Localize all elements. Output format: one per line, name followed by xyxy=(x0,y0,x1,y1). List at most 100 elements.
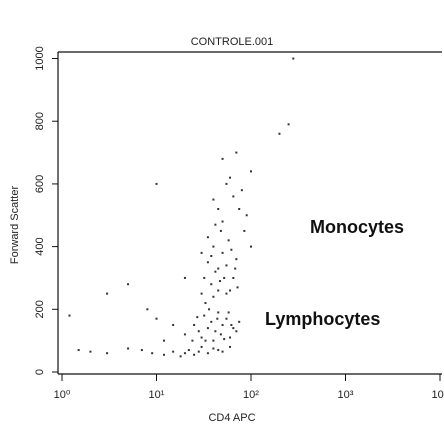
point xyxy=(217,207,220,210)
point xyxy=(212,245,215,248)
point xyxy=(214,270,217,273)
point xyxy=(235,258,238,261)
y-axis-label: Forward Scatter xyxy=(9,186,21,265)
point xyxy=(292,57,295,60)
y-tick-label: 200 xyxy=(34,300,46,318)
point xyxy=(217,289,220,292)
point xyxy=(214,223,217,226)
point xyxy=(200,292,203,295)
point xyxy=(172,350,175,353)
point xyxy=(216,317,219,320)
point xyxy=(212,295,215,298)
point xyxy=(77,349,80,352)
point xyxy=(230,323,233,326)
point xyxy=(193,353,196,356)
point xyxy=(162,353,165,356)
point xyxy=(200,345,203,348)
point xyxy=(229,289,232,292)
point xyxy=(197,330,200,333)
y-tick-label: 400 xyxy=(34,237,46,255)
point xyxy=(235,330,238,333)
point xyxy=(250,245,252,248)
y-tick-label: 800 xyxy=(34,112,46,130)
point xyxy=(203,276,206,279)
point xyxy=(232,276,235,279)
point xyxy=(221,323,224,326)
x-tick-label: 10² xyxy=(243,389,259,401)
point xyxy=(219,333,222,336)
point xyxy=(243,229,246,232)
point xyxy=(206,352,209,355)
point xyxy=(221,350,224,353)
point xyxy=(155,182,158,185)
point xyxy=(89,350,92,353)
point xyxy=(151,352,154,355)
point xyxy=(206,327,209,330)
y-tick-label: 1000 xyxy=(34,46,46,70)
point xyxy=(245,214,248,217)
point xyxy=(217,311,220,314)
point xyxy=(225,317,228,320)
point xyxy=(106,292,109,295)
point xyxy=(200,251,203,254)
point xyxy=(225,182,228,185)
y-tick-label: 0 xyxy=(34,369,46,375)
point xyxy=(238,320,241,323)
point xyxy=(221,220,224,223)
point xyxy=(221,157,224,160)
point xyxy=(193,323,196,326)
point xyxy=(219,229,222,232)
point xyxy=(127,283,130,286)
point xyxy=(225,292,228,295)
point xyxy=(232,327,235,330)
point xyxy=(212,339,215,342)
x-tick-label: 10¹ xyxy=(149,389,165,401)
point xyxy=(172,323,175,326)
point xyxy=(146,308,149,311)
point xyxy=(229,345,232,348)
point xyxy=(206,261,209,264)
point xyxy=(238,207,241,210)
point xyxy=(187,349,190,352)
point xyxy=(240,189,243,192)
x-tick-label: 10⁰ xyxy=(54,389,71,401)
point xyxy=(278,132,281,135)
point xyxy=(234,267,237,270)
point xyxy=(212,198,215,201)
point xyxy=(183,333,186,336)
chart-title: CONTROLE.001 xyxy=(191,36,274,48)
point xyxy=(212,347,215,350)
point xyxy=(232,195,235,198)
point xyxy=(203,314,206,317)
point xyxy=(106,352,109,355)
y-tick-label: 600 xyxy=(34,175,46,193)
point xyxy=(250,170,252,173)
point xyxy=(229,336,232,339)
point xyxy=(206,236,209,239)
point xyxy=(223,338,226,341)
point xyxy=(204,339,207,342)
point xyxy=(221,251,224,254)
x-tick-label: 10³ xyxy=(338,389,354,401)
point xyxy=(229,176,232,179)
point xyxy=(208,308,211,311)
point xyxy=(236,286,239,289)
point xyxy=(140,349,143,352)
point xyxy=(287,123,290,126)
point xyxy=(217,349,220,352)
point xyxy=(235,151,238,154)
point xyxy=(191,339,194,342)
point xyxy=(127,347,130,350)
point xyxy=(204,302,207,305)
point xyxy=(179,355,182,358)
point xyxy=(183,276,186,279)
x-tick-label: 10⁴ xyxy=(432,389,444,401)
point xyxy=(225,264,228,267)
point xyxy=(227,239,230,242)
point xyxy=(223,276,226,279)
point xyxy=(196,316,199,319)
point xyxy=(227,311,230,314)
point xyxy=(210,320,213,323)
annotation: Monocytes xyxy=(310,217,404,237)
